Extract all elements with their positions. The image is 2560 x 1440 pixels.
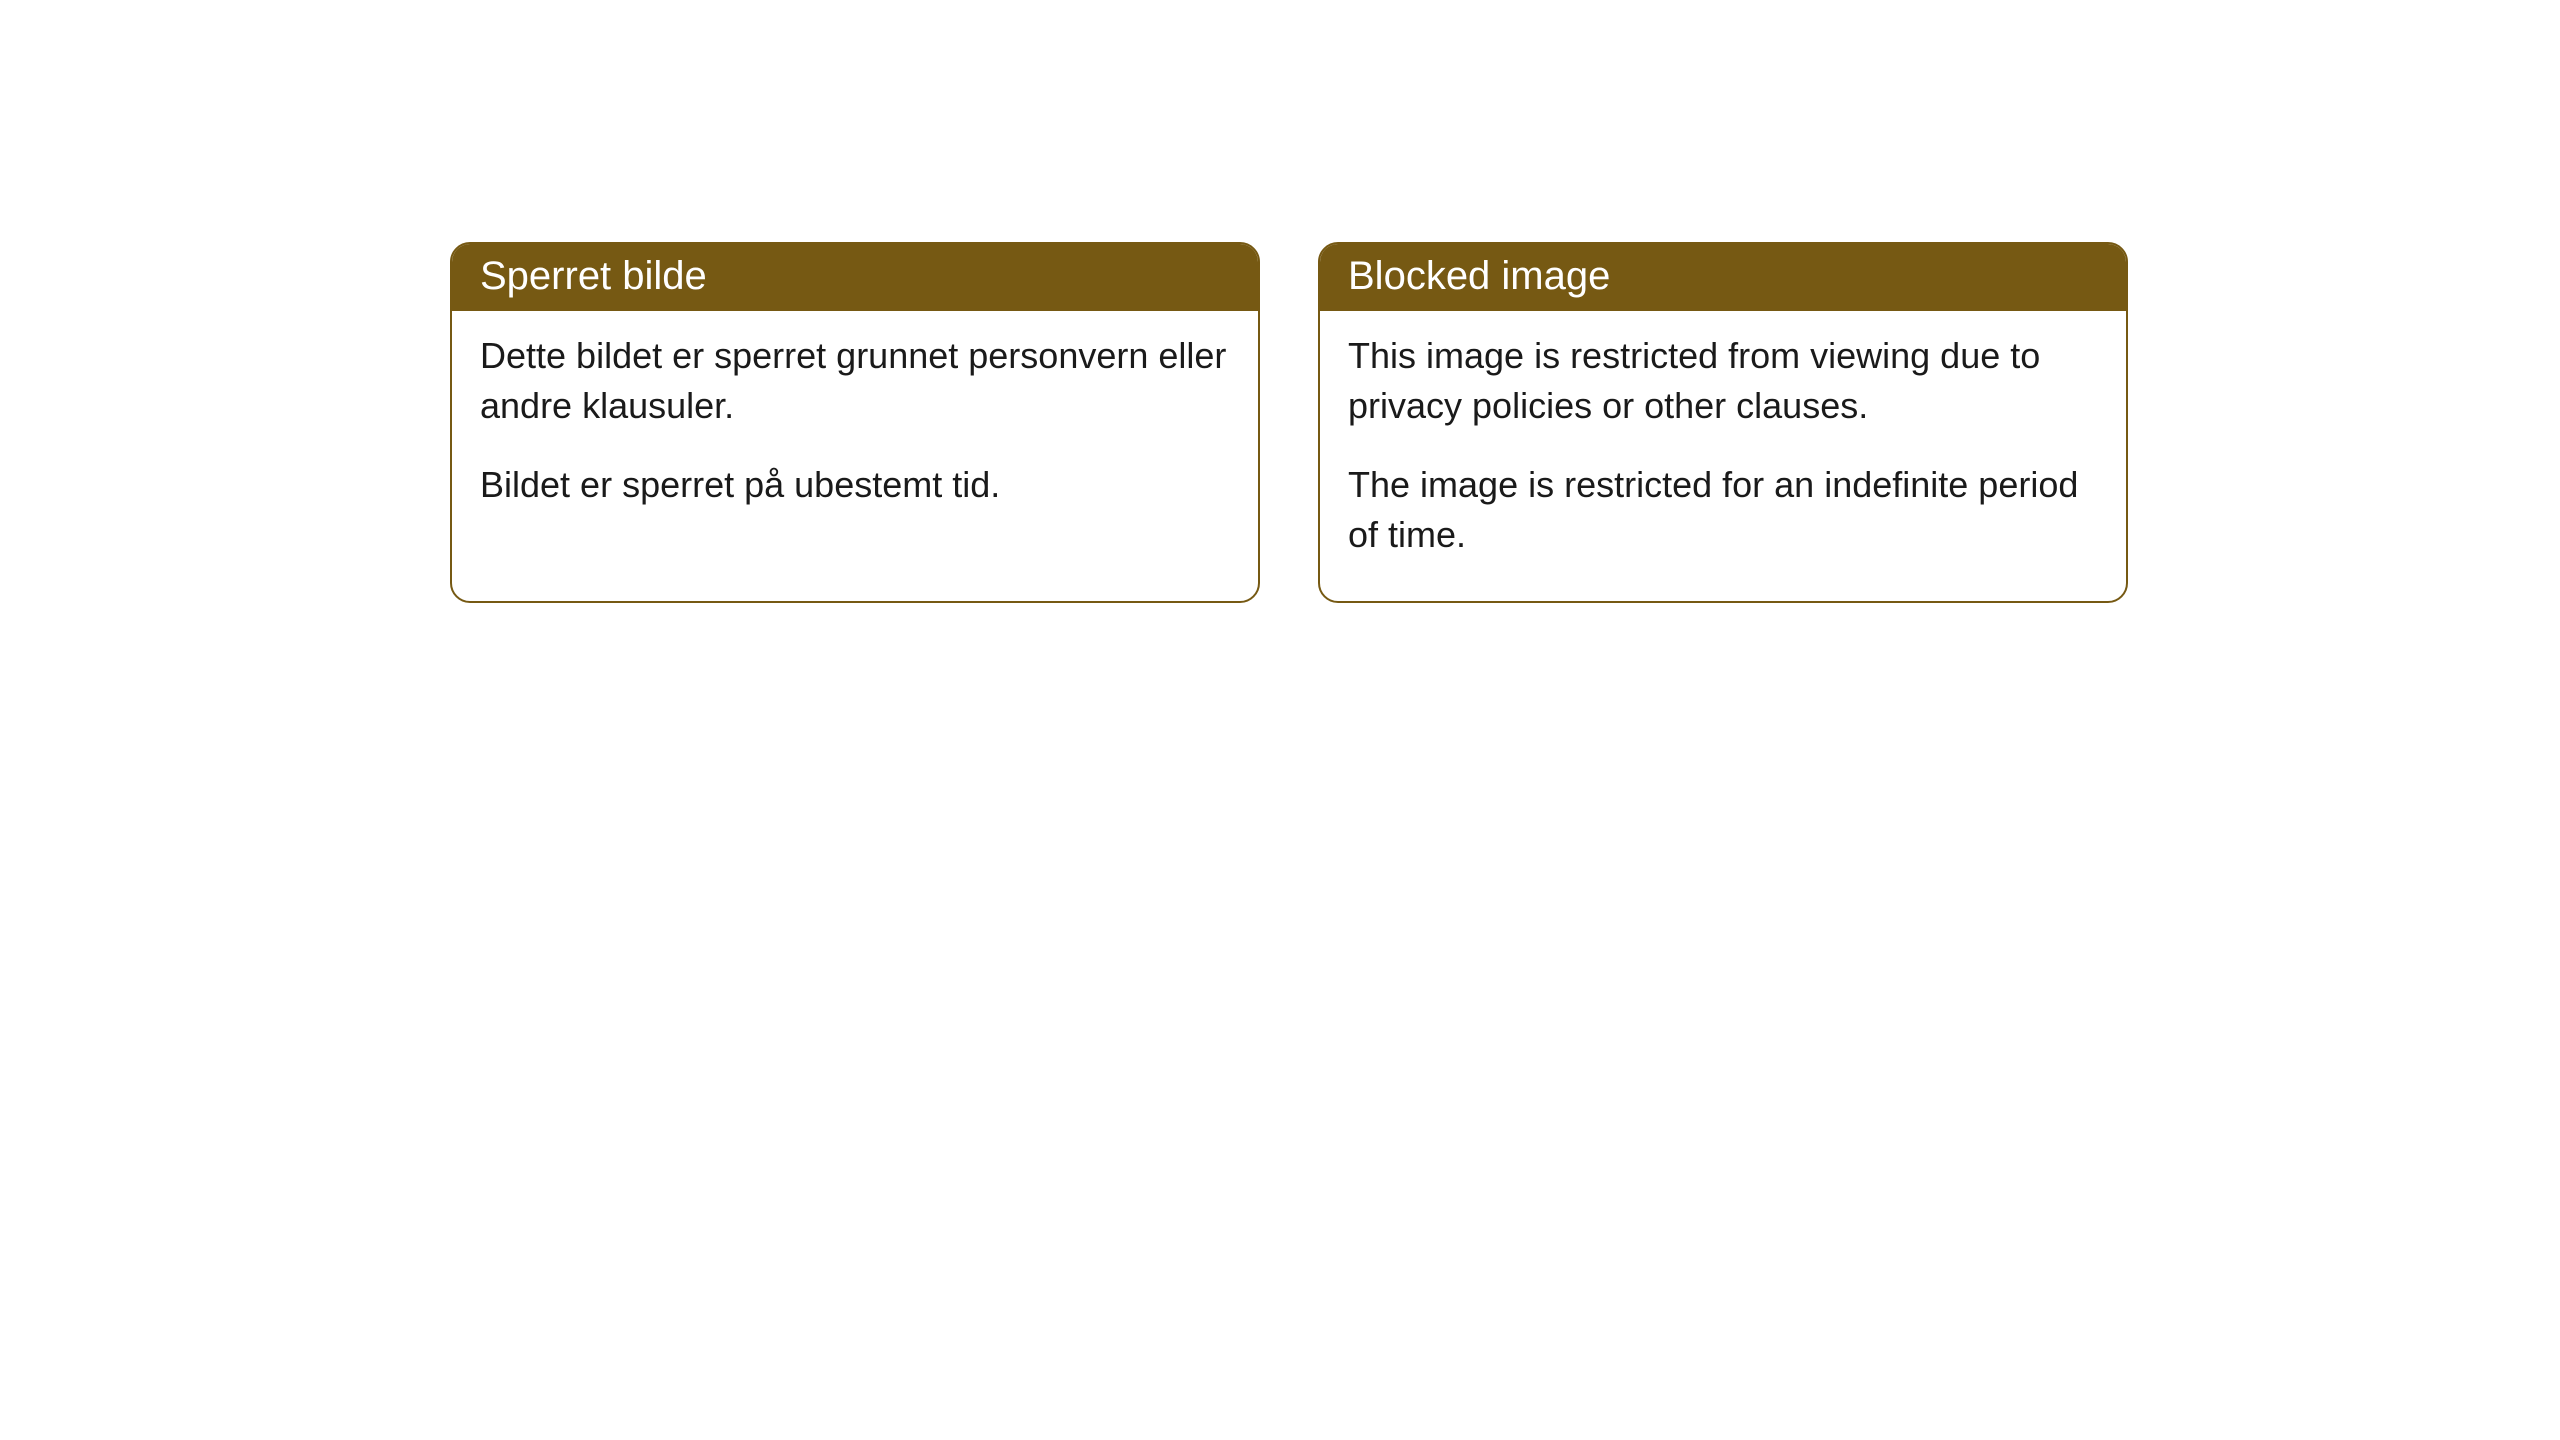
card-paragraph: This image is restricted from viewing du… [1348, 331, 2098, 432]
notice-cards-container: Sperret bilde Dette bildet er sperret gr… [450, 242, 2128, 603]
blocked-image-card-norwegian: Sperret bilde Dette bildet er sperret gr… [450, 242, 1260, 603]
card-body: This image is restricted from viewing du… [1320, 311, 2126, 601]
card-header: Blocked image [1320, 244, 2126, 311]
card-header: Sperret bilde [452, 244, 1258, 311]
card-paragraph: Dette bildet er sperret grunnet personve… [480, 331, 1230, 432]
card-paragraph: The image is restricted for an indefinit… [1348, 460, 2098, 561]
card-title: Sperret bilde [480, 254, 707, 298]
blocked-image-card-english: Blocked image This image is restricted f… [1318, 242, 2128, 603]
card-paragraph: Bildet er sperret på ubestemt tid. [480, 460, 1230, 510]
card-title: Blocked image [1348, 254, 1610, 298]
card-body: Dette bildet er sperret grunnet personve… [452, 311, 1258, 550]
